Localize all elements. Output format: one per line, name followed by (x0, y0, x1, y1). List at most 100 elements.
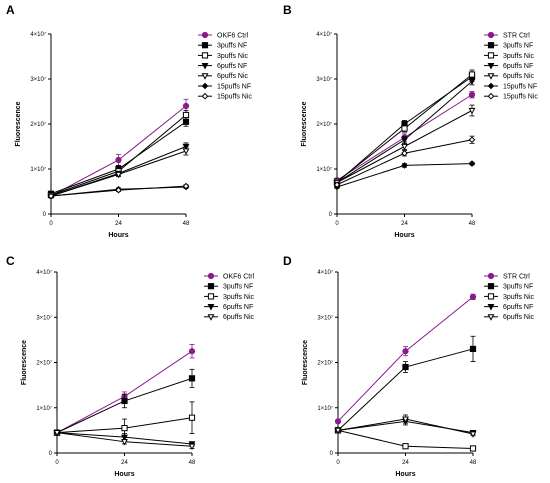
legend-label: 6puffs NF (217, 63, 247, 70)
panel-letter-a: A (6, 3, 15, 17)
y-tick-label: 2×10⁷ (30, 121, 46, 128)
y-tick-label: 1×10⁷ (36, 405, 52, 412)
x-tick-label: 0 (336, 460, 340, 466)
legend-label: 3puffs Nic (503, 53, 534, 60)
legend-label: 6puffs NF (503, 63, 533, 70)
series-5 (334, 414, 477, 438)
x-axis-title: Hours (394, 232, 414, 239)
legend-marker (201, 92, 209, 100)
data-point (188, 348, 196, 355)
data-point (334, 418, 342, 425)
panel-b: B 0 1×10⁷ 2×10⁷ 3×10⁷ 4×10⁷ 0 24 48 Hours Fluoresc… (283, 3, 538, 239)
data-point (401, 143, 408, 151)
data-point (401, 162, 408, 169)
legend-marker (201, 63, 209, 70)
legend-marker (487, 293, 495, 300)
legend-item: 3puffs NF (204, 283, 253, 291)
data-point (47, 192, 55, 200)
legend-label: 3puffs NF (223, 284, 253, 291)
legend-label: 6puffs Nic (217, 73, 248, 80)
data-point (468, 107, 476, 115)
legend-item: 15puffs NF (484, 82, 537, 90)
data-point (182, 182, 190, 190)
legend-item: 3puffs Nic (484, 293, 534, 301)
data-point (188, 414, 196, 421)
data-point (401, 137, 408, 144)
data-point (402, 443, 409, 450)
panel-letter-c: C (6, 254, 15, 268)
data-point (401, 149, 408, 157)
legend-marker (201, 82, 209, 90)
legend-label: 3puffs NF (503, 284, 533, 291)
y-tick-label: 4×10⁷ (30, 31, 46, 38)
data-point (469, 345, 477, 353)
y-tick-label: 1×10⁷ (316, 166, 332, 173)
legend-item: 6puffs NF (484, 304, 533, 311)
legend-marker (487, 272, 495, 280)
legend-item: OKF6 Ctrl (198, 31, 249, 39)
legend-marker (201, 42, 209, 49)
data-point (188, 375, 196, 382)
data-point (468, 160, 476, 167)
data-point (468, 71, 476, 78)
legend-item: 6puffs Nic (204, 314, 254, 321)
legend-marker (487, 283, 495, 290)
series-1 (47, 98, 190, 200)
legend-item: 3puffs Nic (484, 52, 534, 60)
legend-marker (487, 31, 495, 39)
legend-label: STR Ctrl (503, 273, 530, 280)
data-point (402, 363, 409, 371)
data-point (468, 78, 476, 86)
series-3 (334, 427, 477, 452)
x-tick-label: 24 (121, 460, 128, 466)
data-point (469, 293, 477, 300)
legend-item: 6puffs NF (204, 304, 253, 311)
x-tick-label: 48 (189, 460, 196, 466)
legend-label: 6puffs Nic (503, 314, 534, 321)
series-line (337, 296, 474, 422)
y-tick-label: 2×10⁷ (317, 360, 333, 367)
legend-label: OKF6 Ctrl (223, 273, 255, 280)
y-tick-label: 3×10⁷ (316, 76, 332, 83)
legend-item: 15puffs NF (198, 82, 251, 90)
legend-marker (207, 283, 215, 290)
legend-label: STR Ctrl (503, 32, 530, 39)
legend-marker (207, 293, 215, 300)
legend-item: STR Ctrl (484, 272, 530, 280)
data-point (402, 416, 409, 423)
x-tick-label: 0 (49, 221, 53, 227)
x-tick-label: 0 (55, 460, 59, 466)
legend-item: 3puffs NF (484, 283, 533, 291)
data-point (182, 148, 190, 155)
x-tick-label: 24 (401, 221, 408, 227)
data-point (182, 102, 190, 110)
legend-marker (201, 31, 209, 39)
legend-label: 6puffs NF (223, 304, 253, 311)
data-point (182, 111, 190, 119)
x-tick-label: 24 (115, 221, 122, 227)
legend-item: 15puffs Nic (198, 92, 252, 101)
panel-d: D 0 1×10⁷ 2×10⁷ 3×10⁷ 4×10⁷ 0 24 48 Hours Fluoresc… (283, 254, 534, 478)
y-tick-label: 4×10⁷ (36, 269, 52, 276)
panel-c: C 0 1×10⁷ 2×10⁷ 3×10⁷ 4×10⁷ 0 24 48 Hours Fluoresc… (6, 254, 255, 478)
legend-item: 3puffs NF (484, 42, 533, 50)
y-tick-label: 0 (49, 451, 53, 457)
legend-label: OKF6 Ctrl (217, 32, 249, 39)
series-5 (333, 104, 476, 187)
legend-marker (487, 304, 495, 311)
legend-label: 6puffs Nic (223, 314, 254, 321)
data-point (121, 397, 128, 405)
legend-item: 6puffs NF (198, 63, 247, 70)
y-tick-label: 1×10⁷ (30, 166, 46, 173)
data-point (115, 186, 122, 194)
legend-label: 15puffs Nic (217, 94, 252, 101)
data-point (188, 443, 196, 451)
legend-label: 15puffs Nic (503, 94, 538, 101)
y-tick-label: 3×10⁷ (36, 314, 52, 321)
data-point (468, 91, 476, 98)
legend-marker (487, 63, 495, 70)
y-tick-label: 4×10⁷ (316, 31, 332, 38)
data-point (334, 427, 342, 435)
legend-item: 3puffs Nic (204, 293, 254, 301)
series-7 (333, 135, 476, 189)
